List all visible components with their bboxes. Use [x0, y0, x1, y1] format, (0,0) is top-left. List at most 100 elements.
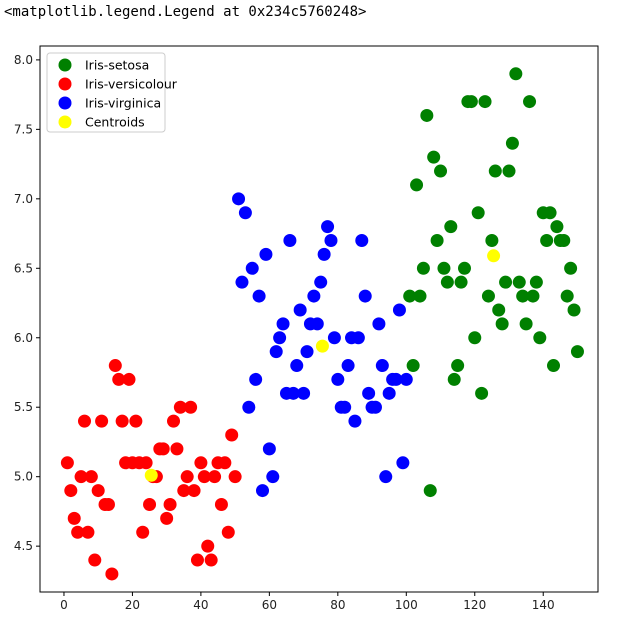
iris-versicolour-point: [71, 525, 85, 539]
iris-setosa-point: [416, 261, 430, 275]
centroids-point: [315, 339, 329, 353]
iris-versicolour-point: [156, 442, 170, 456]
iris-setosa-point: [430, 234, 444, 248]
iris-versicolour-point: [88, 553, 102, 567]
iris-versicolour-point: [163, 497, 177, 511]
iris-versicolour-point: [60, 456, 74, 470]
iris-versicolour-point: [177, 484, 191, 498]
iris-versicolour-point: [160, 511, 174, 525]
iris-setosa-point: [413, 289, 427, 303]
iris-virginica-point: [245, 261, 259, 275]
iris-versicolour-point: [214, 497, 228, 511]
iris-setosa-point: [440, 275, 454, 289]
iris-setosa-point: [505, 136, 519, 150]
iris-versicolour-point: [167, 414, 181, 428]
iris-versicolour-point: [201, 539, 215, 553]
iris-setosa-point: [437, 261, 451, 275]
iris-setosa-point: [560, 289, 574, 303]
iris-setosa-point: [420, 108, 434, 122]
iris-virginica-point: [256, 484, 270, 498]
iris-setosa-point: [519, 317, 533, 331]
legend-label-centroids: Centroids: [85, 115, 145, 130]
iris-virginica-point: [317, 247, 331, 261]
iris-versicolour-point: [197, 470, 211, 484]
iris-versicolour-point: [67, 511, 81, 525]
iris-setosa-point: [509, 67, 523, 81]
iris-setosa-point: [434, 164, 448, 178]
iris-virginica-point: [259, 247, 273, 261]
iris-virginica-point: [314, 275, 328, 289]
iris-setosa-point: [550, 220, 564, 234]
iris-setosa-point: [512, 275, 526, 289]
iris-versicolour-point: [187, 484, 201, 498]
x-tick-label: 0: [60, 598, 68, 612]
iris-versicolour-point: [218, 456, 232, 470]
iris-versicolour-point: [225, 428, 239, 442]
iris-versicolour-point: [208, 470, 222, 484]
legend-marker-centroids: [58, 115, 72, 129]
iris-setosa-point: [502, 164, 516, 178]
y-tick-label: 8.0: [14, 53, 33, 67]
iris-virginica-point: [269, 345, 283, 359]
iris-virginica-point: [327, 331, 341, 345]
iris-virginica-point: [382, 386, 396, 400]
iris-setosa-point: [526, 289, 540, 303]
iris-versicolour-point: [101, 497, 115, 511]
iris-setosa-point: [523, 95, 537, 109]
iris-setosa-point: [529, 275, 543, 289]
iris-versicolour-point: [129, 414, 143, 428]
iris-virginica-point: [307, 289, 321, 303]
iris-versicolour-point: [91, 484, 105, 498]
iris-versicolour-point: [184, 400, 198, 414]
iris-virginica-point: [368, 400, 382, 414]
cell-output-text: <matplotlib.legend.Legend at 0x234c57602…: [4, 4, 367, 20]
y-tick-label: 7.0: [14, 192, 33, 206]
iris-versicolour-point: [139, 456, 153, 470]
iris-virginica-point: [297, 386, 311, 400]
iris-setosa-point: [546, 359, 560, 373]
iris-virginica-point: [283, 234, 297, 248]
iris-virginica-point: [266, 470, 280, 484]
iris-virginica-point: [358, 289, 372, 303]
legend-marker-iris-versicolour: [58, 77, 72, 91]
iris-versicolour-point: [64, 484, 78, 498]
iris-virginica-point: [351, 331, 365, 345]
iris-virginica-point: [355, 234, 369, 248]
iris-virginica-point: [273, 331, 287, 345]
iris-setosa-point: [427, 150, 441, 164]
iris-setosa-point: [403, 289, 417, 303]
iris-setosa-point: [406, 359, 420, 373]
iris-versicolour-point: [136, 525, 150, 539]
y-tick-label: 6.5: [14, 261, 33, 275]
iris-virginica-point: [389, 372, 403, 386]
centroids-point: [487, 249, 501, 263]
iris-versicolour-point: [84, 470, 98, 484]
x-tick-label: 20: [125, 598, 140, 612]
iris-virginica-point: [238, 206, 252, 220]
iris-virginica-point: [276, 317, 290, 331]
centroids-point: [144, 468, 158, 482]
iris-virginica-point: [396, 456, 410, 470]
iris-setosa-point: [447, 372, 461, 386]
iris-virginica-point: [331, 372, 345, 386]
x-tick-label: 80: [330, 598, 345, 612]
iris-versicolour-point: [204, 553, 218, 567]
iris-setosa-point: [488, 164, 502, 178]
iris-setosa-point: [570, 345, 584, 359]
iris-virginica-point: [249, 372, 263, 386]
iris-virginica-point: [293, 303, 307, 317]
iris-versicolour-point: [221, 525, 235, 539]
iris-versicolour-point: [143, 497, 157, 511]
iris-virginica-point: [321, 220, 335, 234]
iris-versicolour-point: [74, 470, 88, 484]
iris-setosa-point: [492, 303, 506, 317]
iris-virginica-point: [392, 303, 406, 317]
iris-versicolour-point: [81, 525, 95, 539]
iris-setosa-point: [451, 359, 465, 373]
legend-label-iris-setosa: Iris-setosa: [85, 58, 149, 73]
iris-setosa-point: [478, 95, 492, 109]
iris-virginica-point: [310, 317, 324, 331]
y-tick-label: 7.5: [14, 122, 33, 136]
iris-versicolour-point: [112, 372, 126, 386]
